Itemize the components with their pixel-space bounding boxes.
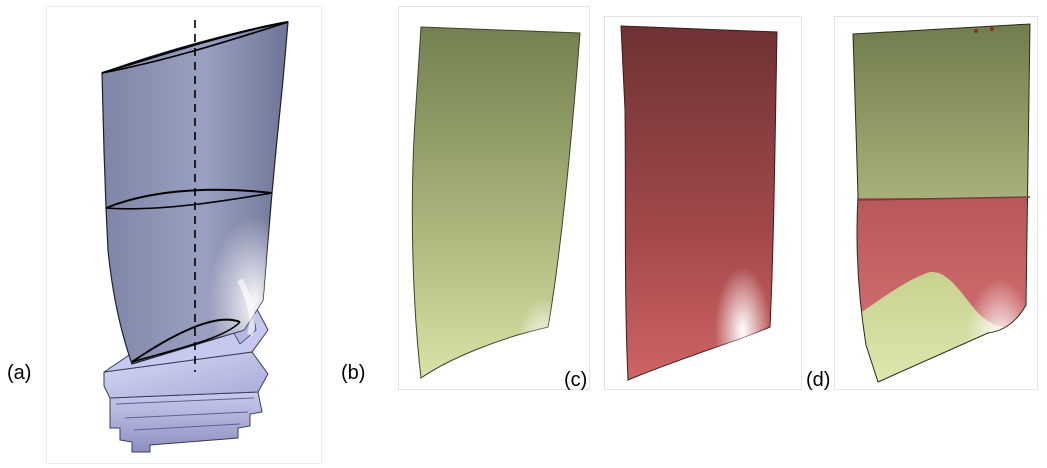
panel-label-b: (b) bbox=[341, 362, 366, 384]
cross-section-middle bbox=[105, 188, 273, 210]
panel-c-surface bbox=[620, 25, 778, 381]
panel-b-surface bbox=[411, 26, 581, 379]
panel-label-c: (c) bbox=[564, 369, 588, 391]
panel-label-d: (d) bbox=[806, 369, 831, 391]
panel-label-a: (a) bbox=[7, 362, 32, 384]
panel-d-surface bbox=[852, 23, 1031, 383]
cross-section-bottom bbox=[131, 318, 241, 363]
cross-section-top bbox=[101, 21, 289, 74]
blade-root bbox=[109, 391, 263, 453]
